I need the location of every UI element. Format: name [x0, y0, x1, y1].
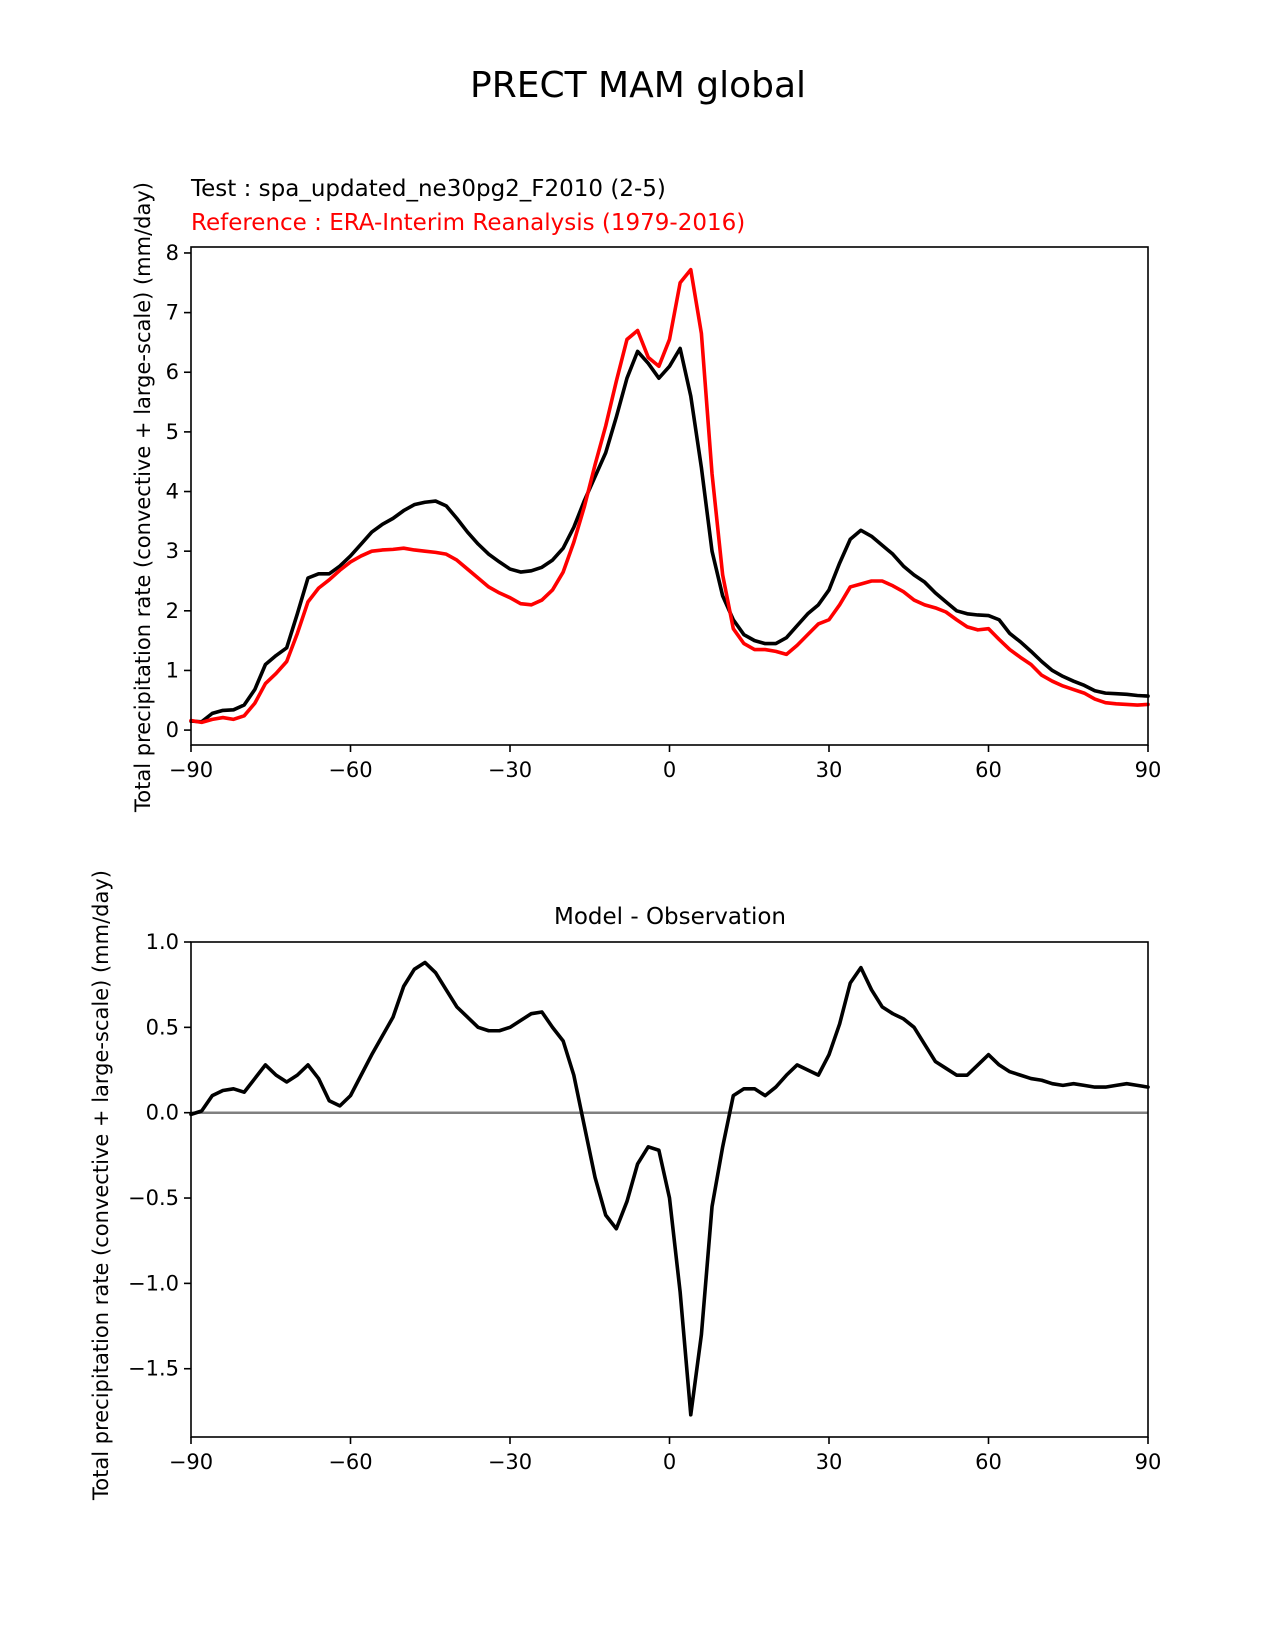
top-x-tick-label: −90 — [169, 758, 213, 782]
bottom-x-tick-label: 60 — [975, 1450, 1002, 1474]
top-x-tick-label: 90 — [1135, 758, 1162, 782]
top-y-tick-label: 0 — [166, 718, 179, 742]
bottom-y-tick-label: 0.0 — [146, 1101, 179, 1125]
top-y-tick-label: 8 — [166, 241, 179, 265]
figure-title: PRECT MAM global — [470, 65, 806, 106]
top-y-tick-label: 4 — [166, 480, 179, 504]
top-series-test — [189, 346, 1150, 724]
bottom-y-tick-label: −0.5 — [128, 1186, 179, 1210]
bottom-x-tick-label: 30 — [816, 1450, 843, 1474]
top-y-axis-label: Total precipitation rate (convective + l… — [131, 182, 155, 813]
top-y-tick-label: 1 — [166, 658, 179, 682]
bottom-y-tick-label: 1.0 — [146, 930, 179, 954]
top-x-tick-label: −30 — [488, 758, 532, 782]
bottom-panel: Model - Observation Total precipitation … — [89, 870, 1161, 1501]
top-plot-area: −90 −60 −30 0 30 60 90 0 1 2 3 4 5 6 7 8 — [166, 241, 1162, 782]
bottom-plot-area: −90 −60 −30 0 30 60 90 −1.5 −1.0 −0.5 0.0 0.5 1.0 — [128, 930, 1161, 1474]
top-panel: Test : spa_updated_ne30pg2_F2010 (2-5) R… — [131, 176, 1161, 813]
top-subtitle-test: Test : spa_updated_ne30pg2_F2010 (2-5) — [190, 176, 666, 202]
bottom-x-tick-label: 0 — [663, 1450, 676, 1474]
top-y-tick-label: 6 — [166, 360, 179, 384]
top-x-tick-label: 60 — [975, 758, 1002, 782]
top-y-tick-label: 5 — [166, 420, 179, 444]
bottom-y-axis-label: Total precipitation rate (convective + l… — [89, 870, 113, 1501]
top-y-tick-label: 2 — [166, 599, 179, 623]
bottom-y-tick-label: −1.5 — [128, 1357, 179, 1381]
bottom-y-tick-label: −1.0 — [128, 1271, 179, 1295]
bottom-title: Model - Observation — [554, 904, 786, 930]
top-x-tick-label: 0 — [663, 758, 676, 782]
top-y-tick-label: 3 — [166, 539, 179, 563]
top-y-tick-label: 7 — [166, 301, 179, 325]
top-series-reference — [189, 267, 1150, 725]
bottom-x-tick-label: −60 — [328, 1450, 372, 1474]
top-subtitle-reference: Reference : ERA-Interim Reanalysis (1979… — [191, 210, 745, 236]
bottom-x-tick-label: −30 — [488, 1450, 532, 1474]
bottom-y-tick-label: 0.5 — [146, 1015, 179, 1039]
top-x-tick-label: −60 — [328, 758, 372, 782]
bottom-x-tick-label: 90 — [1135, 1450, 1162, 1474]
bottom-series-model-observation — [189, 960, 1150, 1417]
top-x-tick-label: 30 — [816, 758, 843, 782]
bottom-x-tick-label: −90 — [169, 1450, 213, 1474]
